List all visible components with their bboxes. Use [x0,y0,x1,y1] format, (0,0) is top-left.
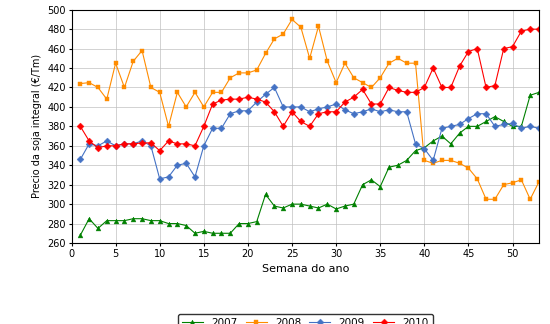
2007 [77,233,84,237]
Legend: 2007, 2008, 2009, 2010: 2007, 2008, 2009, 2010 [178,314,433,324]
2008 [77,82,84,86]
2010 [386,86,392,89]
Line: 2007: 2007 [78,90,541,238]
2007 [342,204,348,208]
2010 [210,102,216,106]
2009 [271,86,278,89]
2009 [210,126,216,130]
Line: 2010: 2010 [78,27,541,153]
2010 [536,27,542,31]
2008 [289,17,295,21]
2009 [536,126,542,130]
2008 [359,81,366,85]
Y-axis label: Precio da soja integral (€/Tm): Precio da soja integral (€/Tm) [32,54,42,198]
2009 [359,110,366,114]
Line: 2009: 2009 [78,85,541,181]
2007 [350,202,357,206]
2008 [439,158,446,162]
2009 [448,124,454,128]
2009 [368,107,375,111]
2008 [377,76,383,80]
2007 [483,120,490,123]
2007 [430,139,437,143]
2008 [386,61,392,65]
2007 [536,90,542,94]
2010 [527,27,534,31]
2008 [350,76,357,80]
2010 [350,95,357,99]
2010 [377,102,383,106]
2010 [156,149,163,153]
2010 [359,87,366,91]
2007 [368,178,375,182]
2007 [201,229,207,233]
2008 [536,180,542,184]
2009 [77,157,84,161]
2010 [77,124,84,128]
X-axis label: Semana do ano: Semana do ano [262,264,349,274]
2009 [386,108,392,112]
2008 [201,105,207,109]
2008 [483,197,490,201]
2009 [156,177,163,181]
Line: 2008: 2008 [78,17,541,202]
2010 [439,86,446,89]
2009 [394,110,401,114]
